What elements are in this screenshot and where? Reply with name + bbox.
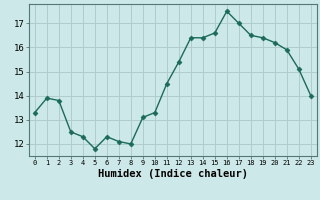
X-axis label: Humidex (Indice chaleur): Humidex (Indice chaleur) xyxy=(98,169,248,179)
